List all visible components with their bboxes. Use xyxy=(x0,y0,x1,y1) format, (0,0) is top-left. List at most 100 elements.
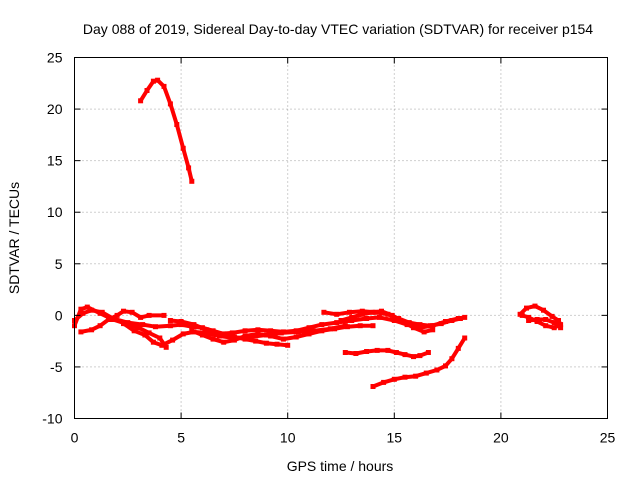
data-point xyxy=(159,342,165,348)
data-point xyxy=(99,309,105,315)
data-point xyxy=(140,322,146,328)
data-point xyxy=(449,318,455,323)
data-point xyxy=(268,333,274,339)
y-tick-labels: -10 -5 0 5 10 15 20 25 xyxy=(42,50,62,427)
data-point xyxy=(381,379,387,385)
data-point xyxy=(174,122,180,127)
data-point xyxy=(402,374,408,380)
data-point xyxy=(121,321,126,327)
data-point xyxy=(443,363,448,369)
series-line-arc-10 xyxy=(343,348,431,359)
chart-title: Day 088 of 2019, Sidereal Day-to-day VTE… xyxy=(83,21,593,37)
data-point xyxy=(306,325,312,331)
data-point xyxy=(391,318,397,323)
y-tick-label: 0 xyxy=(55,307,63,323)
data-point xyxy=(125,320,131,326)
data-point xyxy=(543,317,549,322)
data-point xyxy=(186,165,192,171)
data-point xyxy=(425,350,431,355)
data-point xyxy=(210,336,216,342)
data-point xyxy=(393,350,399,355)
data-point xyxy=(319,328,325,334)
data-point xyxy=(144,88,150,93)
data-point xyxy=(549,313,555,319)
data-point xyxy=(310,328,316,334)
data-point xyxy=(231,337,237,343)
data-point xyxy=(229,330,235,336)
data-point xyxy=(242,328,248,334)
data-point xyxy=(131,328,137,334)
data-point xyxy=(347,309,352,315)
data-point xyxy=(370,309,376,315)
data-point xyxy=(167,318,173,323)
y-tick-label: 20 xyxy=(47,101,63,117)
x-tick-label: 0 xyxy=(71,430,79,446)
data-point xyxy=(189,328,195,334)
data-point xyxy=(534,317,540,322)
data-point xyxy=(359,308,365,314)
data-point xyxy=(204,327,210,333)
data-point xyxy=(558,322,564,328)
data-point xyxy=(359,311,365,317)
data-point xyxy=(370,323,376,329)
data-point xyxy=(293,328,299,334)
data-point xyxy=(524,305,529,311)
data-point xyxy=(89,327,95,333)
data-point xyxy=(364,349,370,354)
data-point xyxy=(268,328,274,334)
data-point xyxy=(353,351,359,356)
y-axis-label: SDTVAR / TECUs xyxy=(6,182,22,294)
data-point xyxy=(526,318,532,323)
data-point xyxy=(280,336,286,342)
data-point xyxy=(551,325,557,331)
data-point xyxy=(163,344,169,350)
data-point xyxy=(189,178,195,184)
x-tick-label: 5 xyxy=(177,430,185,446)
data-point xyxy=(285,342,291,348)
data-point xyxy=(391,376,397,382)
data-point xyxy=(253,338,259,344)
data-point xyxy=(138,314,144,320)
data-point xyxy=(136,325,141,331)
data-point xyxy=(255,331,261,337)
data-point xyxy=(430,327,436,333)
data-point xyxy=(161,83,167,89)
data-point xyxy=(274,341,280,347)
data-point xyxy=(255,327,261,333)
data-point xyxy=(138,98,144,104)
data-point xyxy=(161,312,167,318)
data-point xyxy=(413,373,419,379)
data-point xyxy=(556,318,561,323)
data-point xyxy=(551,320,557,326)
data-point xyxy=(385,347,391,353)
data-point xyxy=(462,314,468,320)
data-point xyxy=(167,101,173,107)
data-point xyxy=(150,339,156,345)
data-point xyxy=(428,323,433,329)
data-point xyxy=(191,322,197,328)
data-point xyxy=(370,384,376,389)
data-point xyxy=(338,318,344,323)
data-point xyxy=(293,334,299,340)
plot-frame xyxy=(74,57,608,419)
data-point xyxy=(434,367,440,373)
data-point xyxy=(376,314,382,320)
data-point xyxy=(558,325,564,331)
data-point xyxy=(80,310,86,316)
data-point xyxy=(411,354,416,360)
series-group xyxy=(72,77,564,389)
data-point xyxy=(199,332,205,338)
data-point xyxy=(364,316,370,321)
y-tick-label: 15 xyxy=(47,153,63,169)
data-point xyxy=(263,340,269,346)
data-point xyxy=(438,321,444,327)
data-point xyxy=(84,304,90,310)
data-point xyxy=(334,320,340,326)
data-point xyxy=(349,318,355,323)
data-point xyxy=(180,331,186,337)
data-point xyxy=(406,320,412,326)
data-point xyxy=(321,309,327,315)
data-point xyxy=(526,314,532,320)
data-point xyxy=(417,325,423,331)
series-line-arc-3 xyxy=(78,309,166,334)
